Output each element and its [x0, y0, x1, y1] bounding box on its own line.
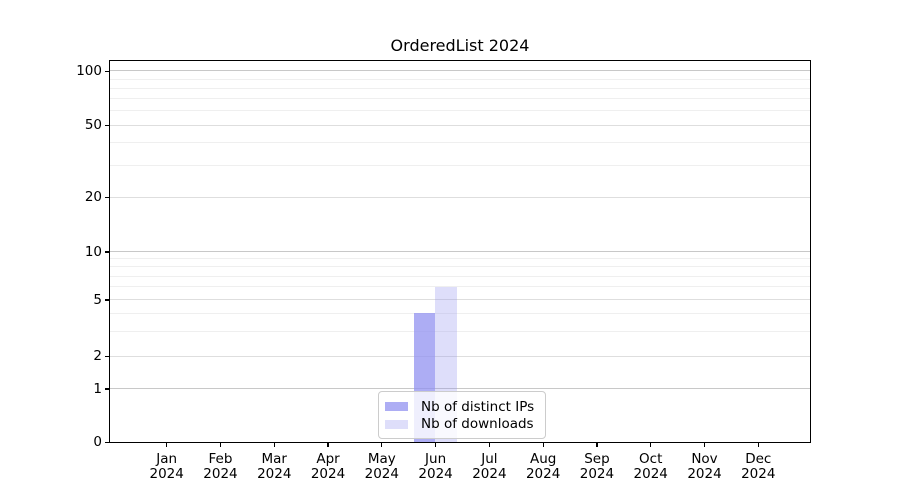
x-tick-mark [488, 443, 490, 447]
y-tick-label: 2 [93, 348, 102, 365]
plot-area [109, 60, 811, 443]
y-gridline-major [110, 299, 810, 300]
y-gridline-major [110, 388, 810, 389]
x-tick-label: Mar 2024 [234, 452, 314, 481]
x-tick-mark [757, 443, 759, 447]
legend-label-downloads: Nb of downloads [421, 416, 534, 433]
x-tick-mark [273, 443, 275, 447]
x-tick-year: 2024 [472, 465, 507, 482]
x-tick-mark [166, 443, 168, 447]
y-tick-mark [105, 356, 109, 358]
x-tick-label: Feb 2024 [180, 452, 260, 481]
x-tick-year: 2024 [257, 465, 292, 482]
x-tick-year: 2024 [633, 465, 668, 482]
y-tick-label: 10 [84, 243, 102, 260]
x-tick-label: May 2024 [342, 452, 422, 481]
x-tick-label: Oct 2024 [611, 452, 691, 481]
y-tick-label: 5 [93, 291, 102, 308]
x-tick-label: Jul 2024 [449, 452, 529, 481]
y-tick-label: 20 [84, 189, 102, 206]
y-tick-mark [105, 70, 109, 72]
x-tick-mark [219, 443, 222, 447]
legend-swatch-distinct-ips [385, 402, 408, 412]
x-tick-year: 2024 [741, 465, 776, 482]
x-tick-year: 2024 [203, 465, 238, 482]
x-tick-year: 2024 [418, 465, 453, 482]
y-tick-mark [105, 125, 109, 127]
y-tick-mark [105, 299, 109, 301]
x-tick-label: Jun 2024 [396, 452, 476, 481]
y-gridline-minor [110, 312, 810, 314]
x-tick-year: 2024 [310, 465, 346, 482]
x-tick-year: 2024 [149, 465, 184, 482]
y-gridline-minor [110, 275, 810, 277]
legend-label-distinct-ips: Nb of distinct IPs [421, 398, 535, 415]
y-gridline-minor [110, 258, 810, 260]
y-gridline-minor [110, 142, 810, 144]
y-gridline-minor [110, 286, 810, 288]
x-tick-mark [327, 443, 329, 447]
legend-item-downloads: Nb of downloads [385, 416, 537, 434]
y-gridline-major [110, 124, 810, 126]
y-tick-mark [105, 251, 109, 253]
y-tick-label: 100 [76, 62, 102, 79]
chart-title: OrderedList 2024 [390, 36, 530, 55]
x-tick-label: Sep 2024 [557, 452, 637, 481]
y-gridline-minor [110, 98, 810, 100]
legend: Nb of distinct IPs Nb of downloads [378, 391, 546, 439]
x-tick-label: Nov 2024 [665, 452, 745, 481]
y-tick-label: 1 [93, 380, 102, 397]
legend-item-distinct-ips: Nb of distinct IPs [385, 398, 537, 416]
x-tick-mark [435, 443, 437, 447]
x-tick-year: 2024 [579, 465, 615, 482]
y-gridline-minor [110, 87, 810, 89]
x-tick-mark [542, 443, 544, 447]
x-tick-label: Aug 2024 [503, 452, 583, 481]
x-tick-label: Jan 2024 [127, 452, 207, 481]
y-gridline-minor [110, 164, 810, 166]
x-tick-mark [596, 443, 598, 447]
y-gridline-major [110, 251, 810, 252]
y-gridline-minor [110, 330, 810, 332]
x-tick-mark [381, 443, 383, 447]
x-tick-year: 2024 [687, 465, 722, 482]
x-tick-label: Dec 2024 [718, 452, 798, 481]
y-gridline-major [110, 355, 810, 357]
y-tick-mark [105, 197, 109, 199]
y-gridline-minor [110, 110, 810, 112]
y-tick-mark [105, 388, 109, 390]
x-tick-label: Apr 2024 [288, 452, 368, 481]
y-gridline-major [110, 196, 810, 198]
x-tick-year: 2024 [525, 465, 561, 482]
x-tick-year: 2024 [364, 465, 399, 482]
y-gridline-minor [110, 266, 810, 268]
x-tick-mark [650, 443, 652, 447]
x-tick-mark [703, 443, 706, 447]
y-tick-label: 0 [93, 434, 102, 450]
y-gridline-major [110, 70, 810, 72]
y-tick-label: 50 [84, 117, 102, 134]
y-tick-mark [105, 441, 109, 444]
legend-swatch-downloads [385, 419, 408, 429]
y-gridline-minor [110, 78, 810, 80]
